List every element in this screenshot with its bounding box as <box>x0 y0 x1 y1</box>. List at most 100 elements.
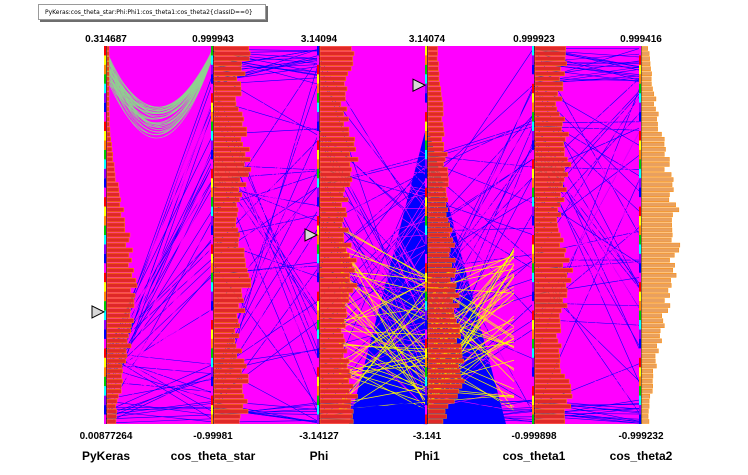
axis-color-strip <box>532 121 534 132</box>
histogram-bin <box>641 152 665 157</box>
histogram-bin <box>106 71 110 76</box>
axis-color-strip <box>211 159 213 169</box>
axis-color-strip <box>211 187 213 198</box>
axis-color-strip <box>532 320 534 330</box>
axis-color-strip <box>532 64 534 75</box>
histogram-bin <box>427 394 458 399</box>
axis-color-strip <box>639 282 641 292</box>
histogram-bin <box>427 167 448 172</box>
histogram-bin <box>213 131 247 137</box>
histogram-bin <box>534 262 563 268</box>
histogram-bin <box>641 268 674 273</box>
histogram-bin <box>534 116 565 122</box>
axis-min-label: 0.00877264 <box>80 431 133 442</box>
histogram-bin <box>213 278 251 283</box>
histogram-bin <box>641 278 671 283</box>
histogram-bin <box>534 378 570 384</box>
axis-color-strip <box>317 131 319 141</box>
histogram-bin <box>213 399 248 404</box>
histogram-bin <box>319 358 350 364</box>
axis-color-strip <box>317 140 319 150</box>
chart-title-box[interactable]: PyKeras:cos_theta_star:Phi:Phi1:cos_thet… <box>38 4 266 20</box>
histogram-bin <box>641 136 665 142</box>
histogram-bin <box>106 368 123 374</box>
range-marker[interactable] <box>91 305 106 319</box>
axis-color-strip <box>104 338 106 349</box>
histogram-bin <box>319 61 354 66</box>
histogram-bin <box>427 257 456 263</box>
histogram-bin <box>213 61 242 66</box>
range-marker[interactable] <box>412 78 427 92</box>
axis-color-strip <box>425 301 427 311</box>
histogram-bin <box>106 383 122 389</box>
histogram-bin <box>427 157 446 162</box>
axis-color-strip <box>639 178 641 188</box>
histogram-bin <box>106 409 117 414</box>
histogram-bin <box>427 147 444 152</box>
histogram-bin <box>534 283 567 288</box>
axis-color-strip <box>425 64 427 75</box>
histogram-bin <box>106 378 123 384</box>
axis-color-strip <box>425 46 427 56</box>
range-marker[interactable] <box>304 228 319 242</box>
histogram-bin <box>427 338 457 344</box>
histogram-bin <box>641 363 657 369</box>
axis-color-strip <box>639 74 641 84</box>
axis-color-strip <box>532 93 534 103</box>
histogram-bin <box>641 212 673 218</box>
histogram-bin <box>213 167 252 172</box>
axis-color-strip <box>425 348 427 358</box>
histogram-bin <box>213 222 236 228</box>
bottom-polyline <box>533 400 642 422</box>
histogram-bin <box>106 217 125 223</box>
histogram-bin <box>534 257 570 263</box>
axis-color-strip <box>317 159 319 169</box>
axis-color-strip <box>639 301 641 311</box>
axis-color-strip <box>425 282 427 292</box>
histogram-bin <box>534 288 568 293</box>
histogram-bin <box>319 106 348 112</box>
histogram-bin <box>106 232 131 238</box>
histogram-bin <box>534 227 559 233</box>
histogram-bin <box>106 333 129 339</box>
histogram-bin <box>427 81 440 87</box>
histogram-bin <box>534 187 567 192</box>
histogram-bin <box>641 182 673 187</box>
axis-color-strip <box>639 83 641 94</box>
histogram-bin <box>534 303 568 308</box>
histogram-bin <box>106 293 136 298</box>
axis-color-strip <box>639 348 641 358</box>
histogram-bin <box>534 111 560 117</box>
histogram-bin <box>213 101 237 107</box>
histogram-bin <box>641 414 649 419</box>
top-curve-line <box>105 54 214 120</box>
axis-color-strip <box>425 131 427 141</box>
histogram-bin <box>319 157 359 162</box>
histogram-bin <box>641 111 659 117</box>
histogram-bin <box>106 46 110 51</box>
axis-min-label: -0.999232 <box>618 431 663 442</box>
histogram-bin <box>427 106 444 112</box>
histogram-bin <box>106 278 137 283</box>
histogram-bin <box>427 192 447 197</box>
histogram-bin <box>641 378 653 384</box>
histogram-bin <box>534 172 569 177</box>
histogram-bin <box>534 56 566 61</box>
histogram-bin <box>641 404 650 409</box>
top-curve-line <box>105 55 214 132</box>
axis-color-strip <box>639 168 641 179</box>
axis-color-strip <box>425 149 427 160</box>
histogram-bin <box>641 61 651 66</box>
axis-color-strip <box>639 93 641 103</box>
axis-max-label: 0.999416 <box>620 34 662 45</box>
histogram-bin <box>641 81 652 87</box>
histogram-bin <box>319 394 358 399</box>
histogram-bin <box>534 147 565 152</box>
histogram-bin <box>641 303 671 308</box>
axis-color-strip <box>425 112 427 122</box>
histogram-bin <box>641 177 674 182</box>
range-markers[interactable] <box>91 78 427 319</box>
axis-color-strip <box>317 93 319 103</box>
axis-color-strip <box>639 338 641 349</box>
axis-color-strip <box>639 235 641 245</box>
